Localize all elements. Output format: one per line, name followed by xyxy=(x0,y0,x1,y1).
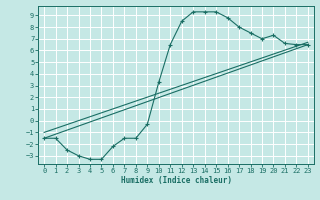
X-axis label: Humidex (Indice chaleur): Humidex (Indice chaleur) xyxy=(121,176,231,185)
